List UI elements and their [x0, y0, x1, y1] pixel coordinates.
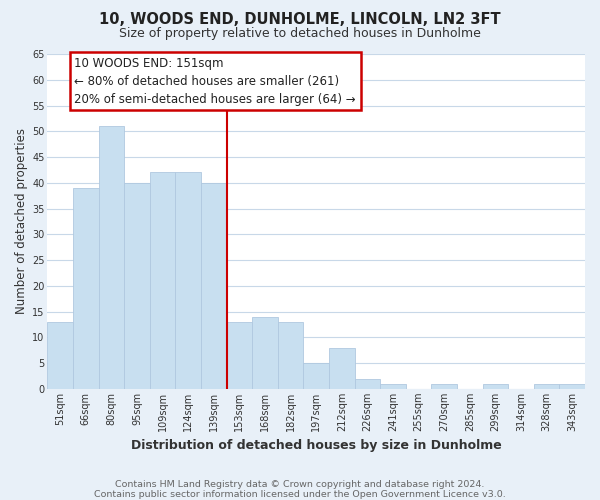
Text: 10, WOODS END, DUNHOLME, LINCOLN, LN2 3FT: 10, WOODS END, DUNHOLME, LINCOLN, LN2 3F…: [99, 12, 501, 28]
Bar: [431, 384, 457, 389]
Bar: [47, 322, 73, 389]
Bar: [124, 183, 150, 389]
Bar: [98, 126, 124, 389]
Bar: [482, 384, 508, 389]
X-axis label: Distribution of detached houses by size in Dunholme: Distribution of detached houses by size …: [131, 440, 502, 452]
Bar: [150, 172, 175, 389]
Y-axis label: Number of detached properties: Number of detached properties: [15, 128, 28, 314]
Text: 10 WOODS END: 151sqm
← 80% of detached houses are smaller (261)
20% of semi-deta: 10 WOODS END: 151sqm ← 80% of detached h…: [74, 56, 356, 106]
Bar: [304, 363, 329, 389]
Text: Contains public sector information licensed under the Open Government Licence v3: Contains public sector information licen…: [94, 490, 506, 499]
Bar: [175, 172, 201, 389]
Bar: [380, 384, 406, 389]
Bar: [73, 188, 98, 389]
Text: Contains HM Land Registry data © Crown copyright and database right 2024.: Contains HM Land Registry data © Crown c…: [115, 480, 485, 489]
Bar: [534, 384, 559, 389]
Bar: [278, 322, 304, 389]
Bar: [201, 183, 227, 389]
Bar: [227, 322, 252, 389]
Bar: [559, 384, 585, 389]
Bar: [329, 348, 355, 389]
Bar: [252, 317, 278, 389]
Bar: [355, 378, 380, 389]
Text: Size of property relative to detached houses in Dunholme: Size of property relative to detached ho…: [119, 28, 481, 40]
